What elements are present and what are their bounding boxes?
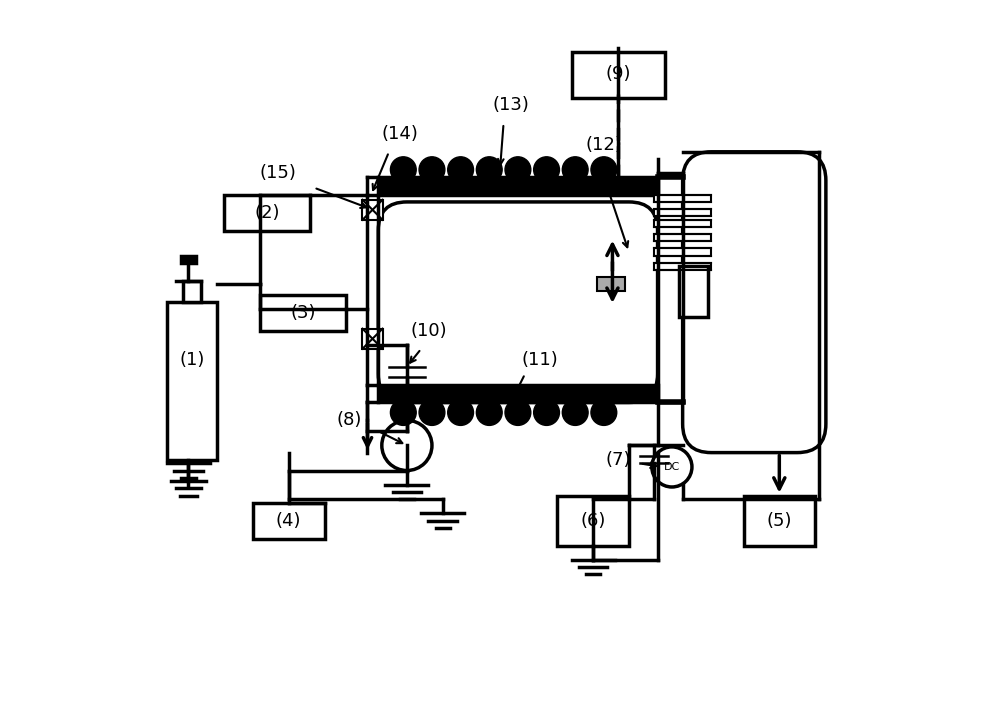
Bar — [654, 195, 711, 202]
Circle shape — [419, 157, 445, 183]
Bar — [362, 200, 383, 220]
Text: (12): (12) — [585, 136, 622, 154]
Bar — [654, 220, 711, 227]
Circle shape — [652, 447, 692, 487]
Text: (7): (7) — [605, 451, 631, 469]
Bar — [744, 495, 815, 546]
Bar — [183, 280, 201, 302]
Circle shape — [534, 157, 559, 183]
FancyBboxPatch shape — [378, 202, 658, 403]
Circle shape — [390, 157, 416, 183]
Bar — [260, 295, 346, 331]
Text: (1): (1) — [179, 350, 205, 369]
Bar — [654, 263, 711, 270]
Bar — [167, 302, 217, 459]
Bar — [181, 256, 196, 263]
Bar — [654, 234, 711, 242]
Circle shape — [419, 400, 445, 426]
Text: (9): (9) — [605, 65, 631, 83]
Text: (13): (13) — [492, 96, 529, 114]
Circle shape — [505, 157, 531, 183]
Circle shape — [382, 421, 432, 470]
Text: (2): (2) — [254, 203, 280, 221]
Circle shape — [448, 400, 473, 426]
Text: (15): (15) — [260, 164, 296, 183]
Bar — [654, 209, 711, 216]
Circle shape — [562, 157, 588, 183]
Circle shape — [476, 157, 502, 183]
Bar — [253, 503, 325, 539]
Circle shape — [534, 400, 559, 426]
Text: (3): (3) — [290, 304, 316, 322]
Bar — [572, 52, 665, 98]
Circle shape — [591, 157, 617, 183]
Bar — [224, 195, 310, 231]
Text: (14): (14) — [381, 125, 418, 143]
Bar — [679, 267, 708, 316]
Text: (11): (11) — [521, 350, 558, 369]
Bar — [378, 177, 658, 195]
Text: (10): (10) — [410, 322, 447, 340]
Circle shape — [505, 400, 531, 426]
Circle shape — [476, 400, 502, 426]
Circle shape — [591, 400, 617, 426]
Bar — [557, 495, 629, 546]
Text: (6): (6) — [580, 512, 606, 530]
Text: (5): (5) — [767, 512, 792, 530]
Bar — [597, 277, 625, 291]
Text: (4): (4) — [276, 512, 301, 530]
Bar — [378, 385, 658, 403]
Circle shape — [562, 400, 588, 426]
FancyBboxPatch shape — [683, 152, 826, 452]
Bar — [654, 249, 711, 256]
Circle shape — [448, 157, 473, 183]
Circle shape — [390, 400, 416, 426]
Text: (8): (8) — [337, 411, 362, 429]
Text: DC: DC — [664, 462, 680, 472]
Bar — [362, 329, 383, 349]
